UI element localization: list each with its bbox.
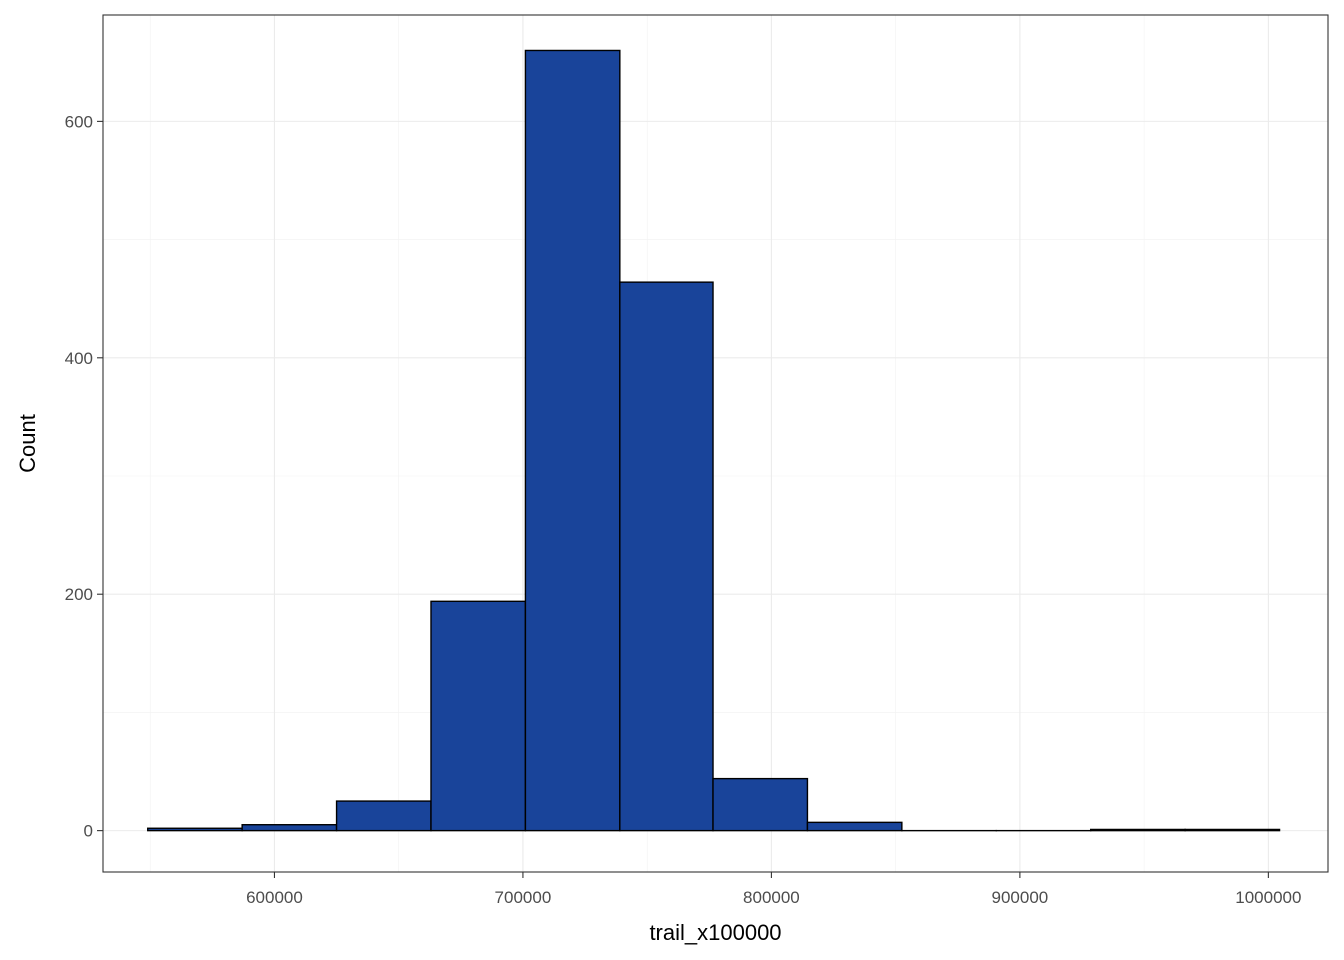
histogram-bar	[335, 800, 432, 832]
x-tick-label: 700000	[495, 888, 552, 907]
y-tick-label: 200	[65, 585, 93, 604]
histogram-bars	[147, 49, 1281, 832]
histogram-bar	[712, 777, 809, 832]
x-tick-label: 900000	[992, 888, 1049, 907]
x-tick-label: 1000000	[1235, 888, 1301, 907]
histogram-bar	[524, 49, 621, 832]
histogram-bar	[806, 821, 903, 832]
histogram-bar	[241, 824, 338, 832]
histogram-bar	[619, 281, 714, 832]
histogram-bar	[147, 827, 243, 832]
x-tick-label: 800000	[743, 888, 800, 907]
y-axis-title: Count	[15, 414, 40, 473]
x-axis-tick-labels: 600000 700000 800000 900000 1000000	[246, 888, 1301, 907]
x-axis-title: trail_x100000	[649, 920, 781, 945]
y-tick-label: 400	[65, 349, 93, 368]
y-tick-label: 600	[65, 112, 93, 131]
panel-border	[102, 14, 1329, 873]
histogram-bar	[1184, 828, 1281, 832]
x-tick-label: 600000	[246, 888, 303, 907]
y-tick-label: 0	[84, 822, 93, 841]
axis-ticks	[97, 120, 1269, 878]
y-axis-tick-labels: 0 200 400 600	[65, 112, 93, 840]
histogram-bar	[1090, 828, 1186, 832]
histogram-bar	[430, 600, 527, 832]
